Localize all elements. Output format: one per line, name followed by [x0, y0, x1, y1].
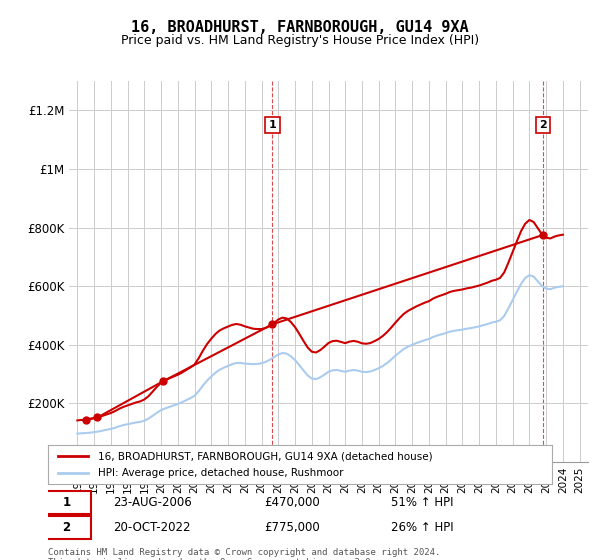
Text: 16, BROADHURST, FARNBOROUGH, GU14 9XA: 16, BROADHURST, FARNBOROUGH, GU14 9XA	[131, 20, 469, 35]
Text: 23-AUG-2006: 23-AUG-2006	[113, 496, 192, 509]
Text: £470,000: £470,000	[265, 496, 320, 509]
Text: 1: 1	[269, 120, 276, 130]
Text: 26% ↑ HPI: 26% ↑ HPI	[391, 521, 454, 534]
Text: 51% ↑ HPI: 51% ↑ HPI	[391, 496, 453, 509]
Text: HPI: Average price, detached house, Rushmoor: HPI: Average price, detached house, Rush…	[98, 468, 344, 478]
Text: £775,000: £775,000	[265, 521, 320, 534]
Text: 20-OCT-2022: 20-OCT-2022	[113, 521, 191, 534]
Text: 2: 2	[539, 120, 547, 130]
FancyBboxPatch shape	[43, 491, 91, 514]
Text: Price paid vs. HM Land Registry's House Price Index (HPI): Price paid vs. HM Land Registry's House …	[121, 34, 479, 46]
Text: 16, BROADHURST, FARNBOROUGH, GU14 9XA (detached house): 16, BROADHURST, FARNBOROUGH, GU14 9XA (d…	[98, 451, 433, 461]
Text: 1: 1	[62, 496, 71, 509]
Text: Contains HM Land Registry data © Crown copyright and database right 2024.
This d: Contains HM Land Registry data © Crown c…	[48, 548, 440, 560]
FancyBboxPatch shape	[43, 516, 91, 539]
Text: 2: 2	[62, 521, 71, 534]
